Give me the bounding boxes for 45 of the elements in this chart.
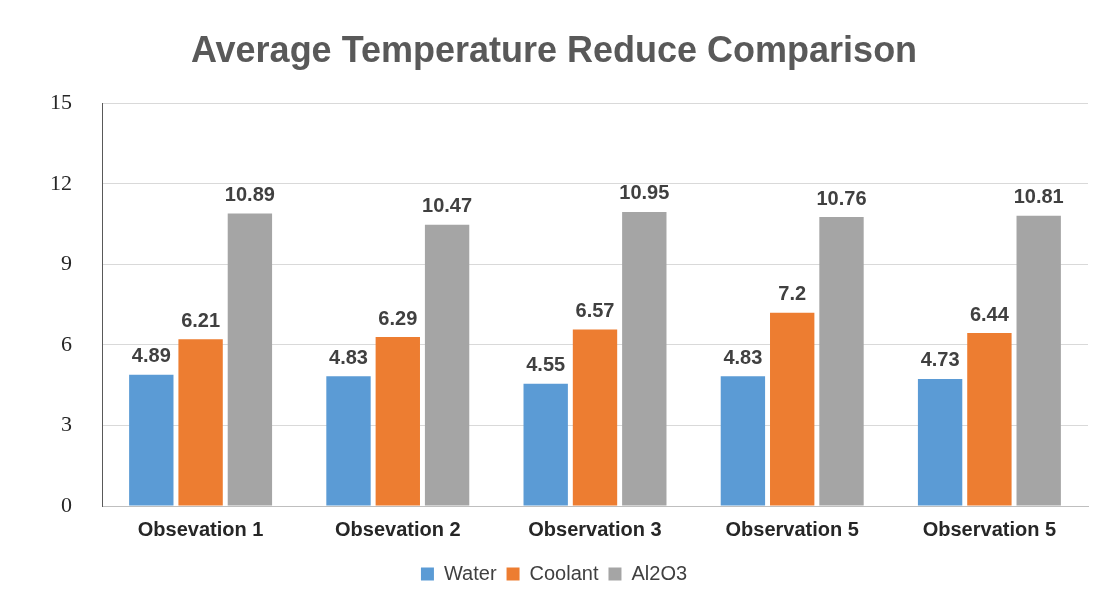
bar	[1016, 215, 1061, 506]
data-label: 7.2	[778, 282, 807, 305]
bar	[424, 224, 470, 506]
data-label: 4.73	[920, 348, 960, 371]
data-label: 6.44	[969, 302, 1010, 325]
bar	[375, 337, 420, 506]
y-tick-label: 12	[50, 169, 72, 195]
bar	[326, 376, 371, 506]
bar	[770, 312, 815, 506]
x-tick-label: Obsevation 2	[335, 517, 461, 540]
bar	[178, 339, 223, 506]
x-tick-label: Observation 3	[528, 517, 662, 540]
bar	[523, 383, 568, 506]
data-label: 4.89	[131, 344, 171, 367]
legend-label: Water	[443, 561, 497, 584]
data-label: 10.76	[816, 186, 867, 209]
bar	[819, 217, 864, 506]
data-label: 6.57	[575, 299, 615, 322]
y-tick-label: 15	[50, 88, 72, 114]
bar	[967, 333, 1012, 506]
bar	[129, 374, 174, 506]
y-tick-label: 3	[61, 411, 72, 437]
legend-label: Coolant	[529, 561, 599, 584]
bar	[917, 378, 963, 506]
y-tick-label: 6	[61, 330, 72, 356]
data-label: 10.89	[224, 183, 275, 206]
y-tick-label: 0	[61, 491, 72, 517]
x-tick-label: Observation 5	[725, 517, 859, 540]
data-label: 10.47	[422, 194, 473, 217]
legend-label: Al2O3	[631, 561, 688, 584]
data-label: 10.95	[619, 181, 670, 204]
data-label: 4.83	[723, 345, 763, 368]
y-tick-label: 9	[61, 250, 72, 276]
bar	[720, 376, 766, 506]
data-label: 10.81	[1013, 185, 1064, 208]
data-label: 4.55	[526, 353, 566, 376]
data-label: 4.83	[329, 345, 368, 368]
x-tick-label: Observation 5	[922, 517, 1057, 540]
bar	[227, 213, 273, 506]
data-label: 6.21	[181, 308, 221, 331]
x-tick-label: Obsevation 1	[137, 517, 264, 540]
chart-title: Average Temperature Reduce Comparison	[190, 28, 918, 70]
bar	[622, 211, 667, 506]
data-label: 6.29	[378, 306, 418, 329]
bar	[572, 329, 618, 506]
